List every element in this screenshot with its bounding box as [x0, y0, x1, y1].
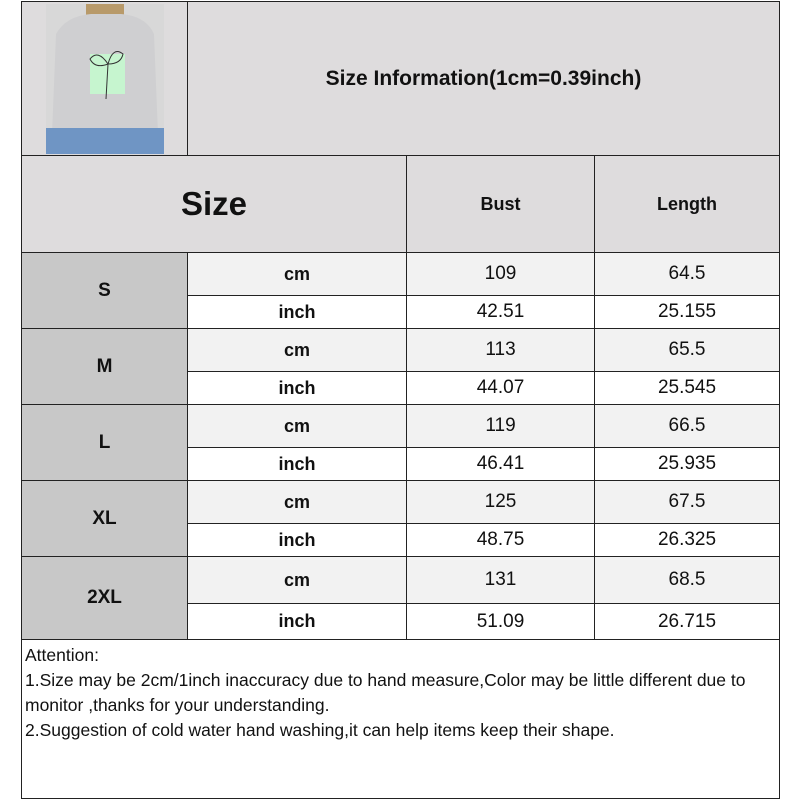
inch-unit-value: inch	[278, 453, 316, 474]
inch-length-value: 26.715	[657, 610, 717, 632]
cm-unit-value: cm	[283, 263, 310, 284]
cm-bust-value: 125	[484, 491, 517, 512]
notes-heading: Attention:	[25, 645, 99, 665]
table-cell-unit: cm	[187, 556, 407, 604]
length-heading: Length	[657, 193, 717, 214]
size-label: XL	[92, 507, 117, 529]
table-cell-bust: 42.51	[406, 295, 595, 329]
table-cell-length: 26.325	[594, 523, 780, 557]
table-cell-unit: cm	[187, 328, 407, 372]
table-cell-unit: inch	[187, 447, 407, 481]
size-label: L	[98, 431, 111, 453]
table-cell-bust: 46.41	[406, 447, 595, 481]
inch-bust-value: 51.09	[476, 610, 525, 632]
table-cell-length: 26.715	[594, 603, 780, 640]
cm-bust-value: 109	[484, 263, 517, 284]
size-label-S: S	[21, 252, 188, 329]
inch-length-value: 25.155	[657, 301, 717, 322]
cm-unit-value: cm	[283, 339, 310, 360]
size-label-M: M	[21, 328, 188, 405]
table-cell-bust: 48.75	[406, 523, 595, 557]
inch-unit-value: inch	[278, 301, 316, 322]
size-label: S	[98, 279, 111, 301]
table-cell-unit: inch	[187, 295, 407, 329]
size-label-2XL: 2XL	[21, 556, 188, 640]
attention-notes: Attention: 1.Size may be 2cm/1inch inacc…	[21, 639, 780, 799]
inch-bust-value: 44.07	[476, 377, 525, 398]
table-cell-unit: inch	[187, 603, 407, 640]
product-image-cell	[21, 1, 188, 156]
size-label-L: L	[21, 404, 188, 481]
table-cell-bust: 125	[406, 480, 595, 524]
cm-unit-value: cm	[283, 569, 310, 590]
notes-line-1: 1.Size may be 2cm/1inch inaccuracy due t…	[25, 670, 751, 715]
table-cell-length: 65.5	[594, 328, 780, 372]
table-cell-bust: 44.07	[406, 371, 595, 405]
size-column-header: Size	[21, 155, 407, 253]
cm-length-value: 66.5	[668, 415, 706, 436]
inch-bust-value: 46.41	[476, 453, 525, 474]
cm-bust-value: 113	[485, 339, 516, 360]
bust-column-header: Bust	[406, 155, 595, 253]
table-cell-bust: 51.09	[406, 603, 595, 640]
inch-unit-value: inch	[278, 611, 316, 631]
table-cell-bust: 113	[406, 328, 595, 372]
cm-length-value: 67.5	[668, 491, 706, 512]
table-cell-length: 68.5	[594, 556, 780, 604]
cm-unit-value: cm	[283, 415, 310, 436]
size-heading: Size	[180, 185, 248, 222]
size-info-title-cell: Size Information(1cm=0.39inch)	[187, 1, 780, 156]
table-cell-bust: 119	[406, 404, 595, 448]
product-image	[45, 3, 164, 154]
length-column-header: Length	[594, 155, 780, 253]
inch-length-value: 25.935	[657, 453, 717, 474]
inch-length-value: 25.545	[657, 377, 717, 398]
bust-heading: Bust	[480, 193, 521, 214]
inch-bust-value: 48.75	[476, 529, 525, 550]
size-label: 2XL	[87, 587, 122, 608]
cm-bust-value: 131	[484, 569, 517, 590]
table-cell-length: 25.155	[594, 295, 780, 329]
size-label-XL: XL	[21, 480, 188, 557]
inch-bust-value: 42.51	[476, 301, 525, 322]
cm-length-value: 64.5	[668, 263, 706, 284]
cm-length-value: 68.5	[668, 569, 706, 590]
table-cell-bust: 109	[406, 252, 595, 296]
table-cell-length: 67.5	[594, 480, 780, 524]
table-cell-unit: inch	[187, 523, 407, 557]
table-cell-length: 25.545	[594, 371, 780, 405]
notes-line-2: 2.Suggestion of cold water hand washing,…	[25, 720, 615, 740]
table-cell-unit: inch	[187, 371, 407, 405]
table-cell-length: 25.935	[594, 447, 780, 481]
table-cell-unit: cm	[187, 404, 407, 448]
cm-unit-value: cm	[283, 491, 310, 512]
size-info-title: Size Information(1cm=0.39inch)	[325, 66, 642, 90]
cm-length-value: 65.5	[668, 339, 706, 360]
table-cell-unit: cm	[187, 252, 407, 296]
inch-length-value: 26.325	[657, 529, 717, 550]
inch-unit-value: inch	[278, 377, 316, 398]
table-cell-length: 66.5	[594, 404, 780, 448]
table-cell-unit: cm	[187, 480, 407, 524]
table-cell-length: 64.5	[594, 252, 780, 296]
inch-unit-value: inch	[278, 529, 316, 550]
size-label: M	[96, 355, 113, 377]
table-cell-bust: 131	[406, 556, 595, 604]
cm-bust-value: 119	[485, 415, 516, 436]
